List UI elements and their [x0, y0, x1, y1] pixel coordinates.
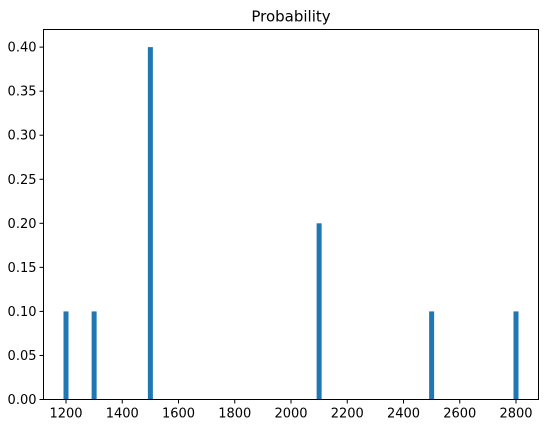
x-tick-label-1400: 1400 — [106, 407, 139, 422]
x-axis: 1200 1400 1600 1800 2000 2200 2400 2600 2800 — [49, 399, 533, 422]
bar-1300 — [91, 311, 97, 400]
bar-2800 — [513, 311, 519, 400]
bar-2100 — [316, 223, 322, 400]
y-tick-label-0.05: 0.05 — [8, 349, 37, 364]
chart-title: Probability — [251, 8, 330, 26]
y-tick-label-0.20: 0.20 — [8, 217, 37, 232]
plot-frame — [43, 29, 539, 400]
x-tick-label-1200: 1200 — [49, 407, 82, 422]
x-tick-label-2800: 2800 — [499, 407, 532, 422]
y-tick-label-0.10: 0.10 — [8, 305, 37, 320]
x-tick-label-2600: 2600 — [443, 407, 476, 422]
y-tick-label-0.35: 0.35 — [8, 85, 37, 100]
x-tick-label-1800: 1800 — [218, 407, 251, 422]
x-tick-label-2400: 2400 — [387, 407, 420, 422]
bar-2500 — [429, 311, 435, 400]
y-tick-label-0.30: 0.30 — [8, 129, 37, 144]
x-tick-label-1600: 1600 — [162, 407, 195, 422]
bar-1200 — [63, 311, 69, 400]
y-tick-label-0.25: 0.25 — [8, 173, 37, 188]
x-tick-label-2000: 2000 — [274, 407, 307, 422]
y-tick-label-0.15: 0.15 — [8, 261, 37, 276]
y-tick-label-0.40: 0.40 — [8, 41, 37, 56]
bars-layer — [63, 47, 519, 400]
bar-1500 — [147, 47, 153, 400]
x-tick-label-2200: 2200 — [331, 407, 364, 422]
y-axis: 0.00 0.05 0.10 0.15 0.20 0.25 0.30 0.35 0.40 — [8, 41, 44, 408]
y-tick-label-0.00: 0.00 — [8, 393, 37, 408]
